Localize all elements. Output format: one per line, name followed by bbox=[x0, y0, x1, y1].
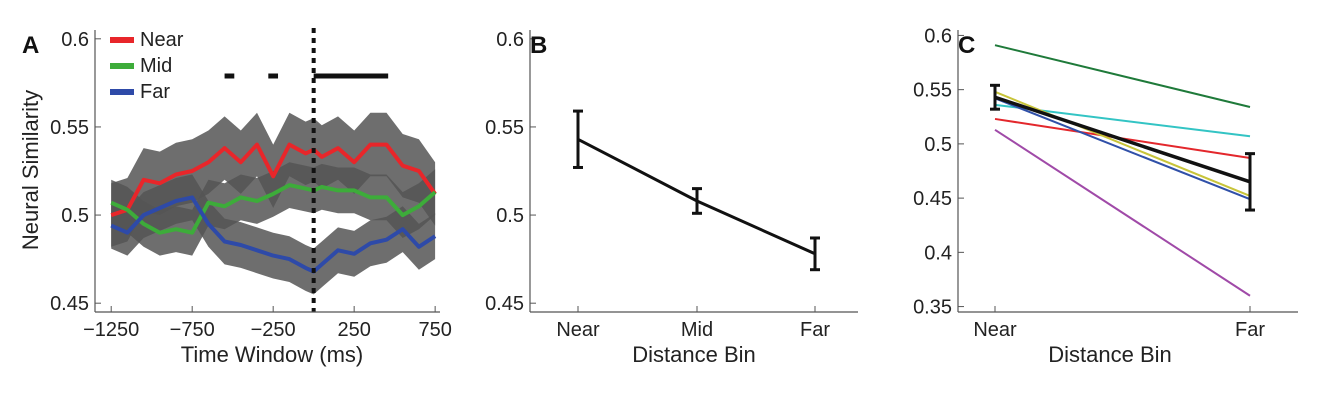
x-tick-label: Far bbox=[800, 319, 830, 341]
x-tick-label: −750 bbox=[170, 319, 215, 341]
y-tick-label: 0.6 bbox=[61, 29, 89, 51]
subject-line bbox=[994, 90, 1251, 197]
legend-label-far: Far bbox=[140, 81, 170, 103]
subject-line bbox=[994, 128, 1251, 297]
panel-b-data bbox=[573, 109, 820, 272]
panel-a-legend: Near Mid Far bbox=[110, 29, 184, 103]
panel-b-axes: 0.45 0.5 0.55 0.6 Near Mid Far bbox=[485, 29, 858, 341]
panel-c-letter: C bbox=[958, 32, 975, 59]
y-tick-label: 0.55 bbox=[485, 117, 524, 139]
series-line-mid bbox=[110, 183, 437, 235]
panel-c-data bbox=[990, 44, 1255, 297]
y-tick-label: 0.5 bbox=[61, 205, 89, 227]
panel-c-x-axis-title: Distance Bin bbox=[1048, 342, 1172, 367]
mean-line bbox=[994, 95, 1251, 184]
x-tick-label: Mid bbox=[681, 319, 713, 341]
y-tick-label: 0.5 bbox=[924, 134, 952, 156]
y-tick-label: 0.45 bbox=[50, 293, 89, 315]
y-tick-label: 0.45 bbox=[913, 188, 952, 210]
panel-a: 0.45 0.5 0.55 0.6 −1250 −750 −250 250 750 A Near… bbox=[18, 28, 452, 367]
x-tick-label: Near bbox=[973, 319, 1017, 341]
panel-a-axes: 0.45 0.5 0.55 0.6 −1250 −750 −250 250 750 bbox=[50, 29, 452, 341]
x-tick-label: Far bbox=[1235, 319, 1265, 341]
y-tick-label: 0.5 bbox=[496, 205, 524, 227]
panel-a-error-bands bbox=[111, 112, 436, 295]
x-tick-label: −250 bbox=[251, 319, 296, 341]
series-line-far bbox=[110, 195, 437, 274]
panel-a-letter: A bbox=[22, 32, 39, 59]
panel-c: 0.35 0.4 0.45 0.5 0.55 0.6 Near Far C Distance … bbox=[913, 25, 1298, 367]
panel-b-x-axis-title: Distance Bin bbox=[632, 342, 756, 367]
subject-line bbox=[994, 44, 1251, 108]
band-far bbox=[111, 174, 436, 295]
y-tick-label: 0.6 bbox=[496, 29, 524, 51]
x-tick-label: −1250 bbox=[83, 319, 139, 341]
panel-c-axes: 0.35 0.4 0.45 0.5 0.55 0.6 Near Far bbox=[913, 25, 1298, 341]
x-tick-label: 750 bbox=[418, 319, 451, 341]
legend-label-mid: Mid bbox=[140, 55, 172, 77]
panel-a-series-lines bbox=[110, 142, 437, 274]
panel-b: 0.45 0.5 0.55 0.6 Near Mid Far B Distance Bin bbox=[485, 29, 858, 367]
y-tick-label: 0.45 bbox=[485, 293, 524, 315]
y-tick-label: 0.55 bbox=[913, 80, 952, 102]
y-tick-label: 0.55 bbox=[50, 117, 89, 139]
subject-line bbox=[994, 97, 1251, 201]
legend-label-near: Near bbox=[140, 29, 184, 51]
y-tick-label: 0.35 bbox=[913, 297, 952, 319]
x-tick-label: Near bbox=[556, 319, 600, 341]
panel-a-y-axis-title: Neural Similarity bbox=[18, 90, 43, 250]
y-tick-label: 0.6 bbox=[924, 25, 952, 47]
y-tick-label: 0.4 bbox=[924, 242, 952, 264]
x-tick-label: 250 bbox=[337, 319, 370, 341]
panel-a-x-axis-title: Time Window (ms) bbox=[181, 342, 364, 367]
panel-b-letter: B bbox=[530, 32, 547, 59]
series-line-near bbox=[110, 142, 437, 218]
